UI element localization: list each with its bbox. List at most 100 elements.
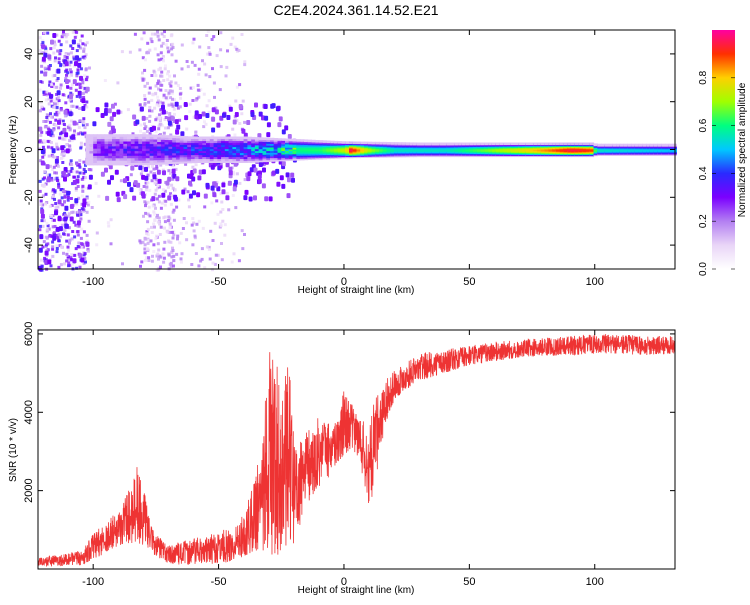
heatmap-band-cell: [236, 152, 241, 156]
heatmap-band-cell: [168, 144, 173, 147]
heatmap-x-tick-label: 0: [341, 276, 347, 288]
heatmap-band-cell: [251, 142, 256, 146]
heatmap-noise-cell: [157, 216, 161, 220]
heatmap-band-cell: [172, 161, 177, 165]
heatmap-band-cell: [142, 155, 147, 159]
heatmap-band-cell: [153, 146, 158, 149]
heatmap-band-cell: [108, 153, 113, 156]
heatmap-band-cell: [119, 134, 124, 137]
heatmap-band-cell: [221, 142, 226, 146]
heatmap-noise-cell: [163, 67, 167, 71]
heatmap-noise-cell: [156, 53, 160, 57]
heatmap-band-cell: [288, 158, 294, 161]
heatmap-noise-cell: [38, 88, 42, 92]
heatmap-band-cell: [232, 160, 237, 163]
heatmap-band-cell: [115, 155, 121, 159]
heatmap-noise-cell: [205, 182, 210, 188]
heatmap-band-cell: [112, 153, 117, 156]
heatmap-noise-cell: [74, 223, 78, 227]
heatmap-band-cell: [93, 155, 98, 159]
heatmap-band-cell: [533, 142, 538, 146]
heatmap-noise-cell: [138, 188, 142, 192]
heatmap-noise-cell: [154, 206, 157, 210]
heatmap-band-cell: [187, 136, 192, 139]
heatmap-band-cell: [168, 150, 173, 154]
heatmap-noise-cell: [65, 148, 70, 154]
heatmap-noise-cell: [142, 185, 146, 188]
heatmap-band-cell: [239, 158, 245, 162]
heatmap-noise-cell: [41, 41, 45, 45]
heatmap-noise-cell: [47, 102, 51, 106]
heatmap-noise-cell: [53, 112, 57, 116]
heatmap-band-cell: [130, 136, 136, 140]
heatmap-noise-cell: [40, 70, 44, 74]
heatmap-noise-cell: [57, 184, 61, 188]
heatmap-band-cell: [100, 148, 106, 152]
heatmap-band-cell: [303, 156, 309, 159]
heatmap-noise-cell: [52, 46, 56, 50]
heatmap-noise-cell: [70, 163, 74, 167]
heatmap-band-cell: [104, 136, 109, 140]
heatmap-noise-cell: [246, 176, 251, 182]
heatmap-noise-cell: [163, 203, 167, 207]
heatmap-noise-cell: [163, 30, 166, 34]
heatmap-band-cell: [254, 158, 260, 161]
heatmap-noise-cell: [232, 252, 236, 256]
heatmap-noise-cell: [71, 39, 76, 45]
heatmap-noise-cell: [244, 189, 249, 195]
heatmap-noise-cell: [131, 132, 135, 136]
heatmap-noise-cell: [159, 51, 163, 55]
heatmap-noise-cell: [53, 155, 57, 159]
heatmap-band-cell: [273, 148, 279, 152]
heatmap-band-cell: [270, 148, 275, 152]
heatmap-band-cell: [296, 143, 301, 147]
heatmap-band-cell: [300, 148, 305, 152]
heatmap-noise-cell: [212, 181, 217, 187]
heatmap-noise-cell: [113, 102, 117, 106]
heatmap-band-cell: [318, 155, 324, 159]
snr-x-tick-label: -100: [82, 576, 104, 588]
heatmap-noise-cell: [148, 48, 152, 52]
heatmap-band-cell: [548, 142, 553, 146]
heatmap-band-cell: [112, 150, 117, 154]
heatmap-noise-cell: [152, 243, 156, 247]
heatmap-band-cell: [292, 138, 297, 142]
heatmap-noise-cell: [219, 222, 223, 226]
heatmap-noise-cell: [141, 240, 145, 244]
heatmap-noise-cell: [56, 96, 60, 100]
heatmap-band-cell: [93, 162, 98, 166]
heatmap-band-cell: [191, 144, 196, 148]
heatmap-noise-cell: [168, 89, 172, 93]
heatmap-band-cell: [262, 154, 267, 157]
heatmap-band-cell: [157, 141, 162, 145]
heatmap-band-cell: [202, 150, 207, 154]
heatmap-noise-cell: [155, 164, 159, 168]
heatmap-noise-cell: [144, 58, 147, 62]
heatmap-band-cell: [157, 155, 162, 158]
heatmap-noise-cell: [160, 32, 164, 36]
heatmap-noise-cell: [80, 34, 84, 38]
heatmap-noise-cell: [243, 63, 247, 67]
heatmap-band-cell: [134, 155, 139, 159]
heatmap-band-cell: [175, 137, 181, 141]
heatmap-band-cell: [187, 152, 192, 156]
heatmap-band-cell: [262, 155, 267, 159]
heatmap-noise-cell: [43, 91, 47, 95]
heatmap-noise-cell: [89, 168, 93, 172]
heatmap-band-cell: [164, 135, 169, 138]
heatmap-band-cell: [217, 160, 222, 163]
heatmap-noise-cell: [232, 172, 236, 176]
heatmap-band-cell: [130, 158, 136, 161]
heatmap-noise-cell: [65, 79, 69, 84]
heatmap-noise-cell: [170, 116, 175, 122]
heatmap-band-cell: [202, 148, 207, 152]
heatmap-band-cell: [112, 146, 117, 149]
heatmap-band-cell: [179, 138, 185, 141]
heatmap-band-cell: [273, 146, 279, 150]
heatmap-band-cell: [258, 139, 264, 142]
heatmap-band-cell: [443, 142, 448, 146]
heatmap-noise-cell: [148, 132, 152, 136]
heatmap-noise-cell: [180, 260, 183, 264]
heatmap-noise-cell: [195, 222, 199, 226]
heatmap-band-cell: [168, 157, 173, 160]
